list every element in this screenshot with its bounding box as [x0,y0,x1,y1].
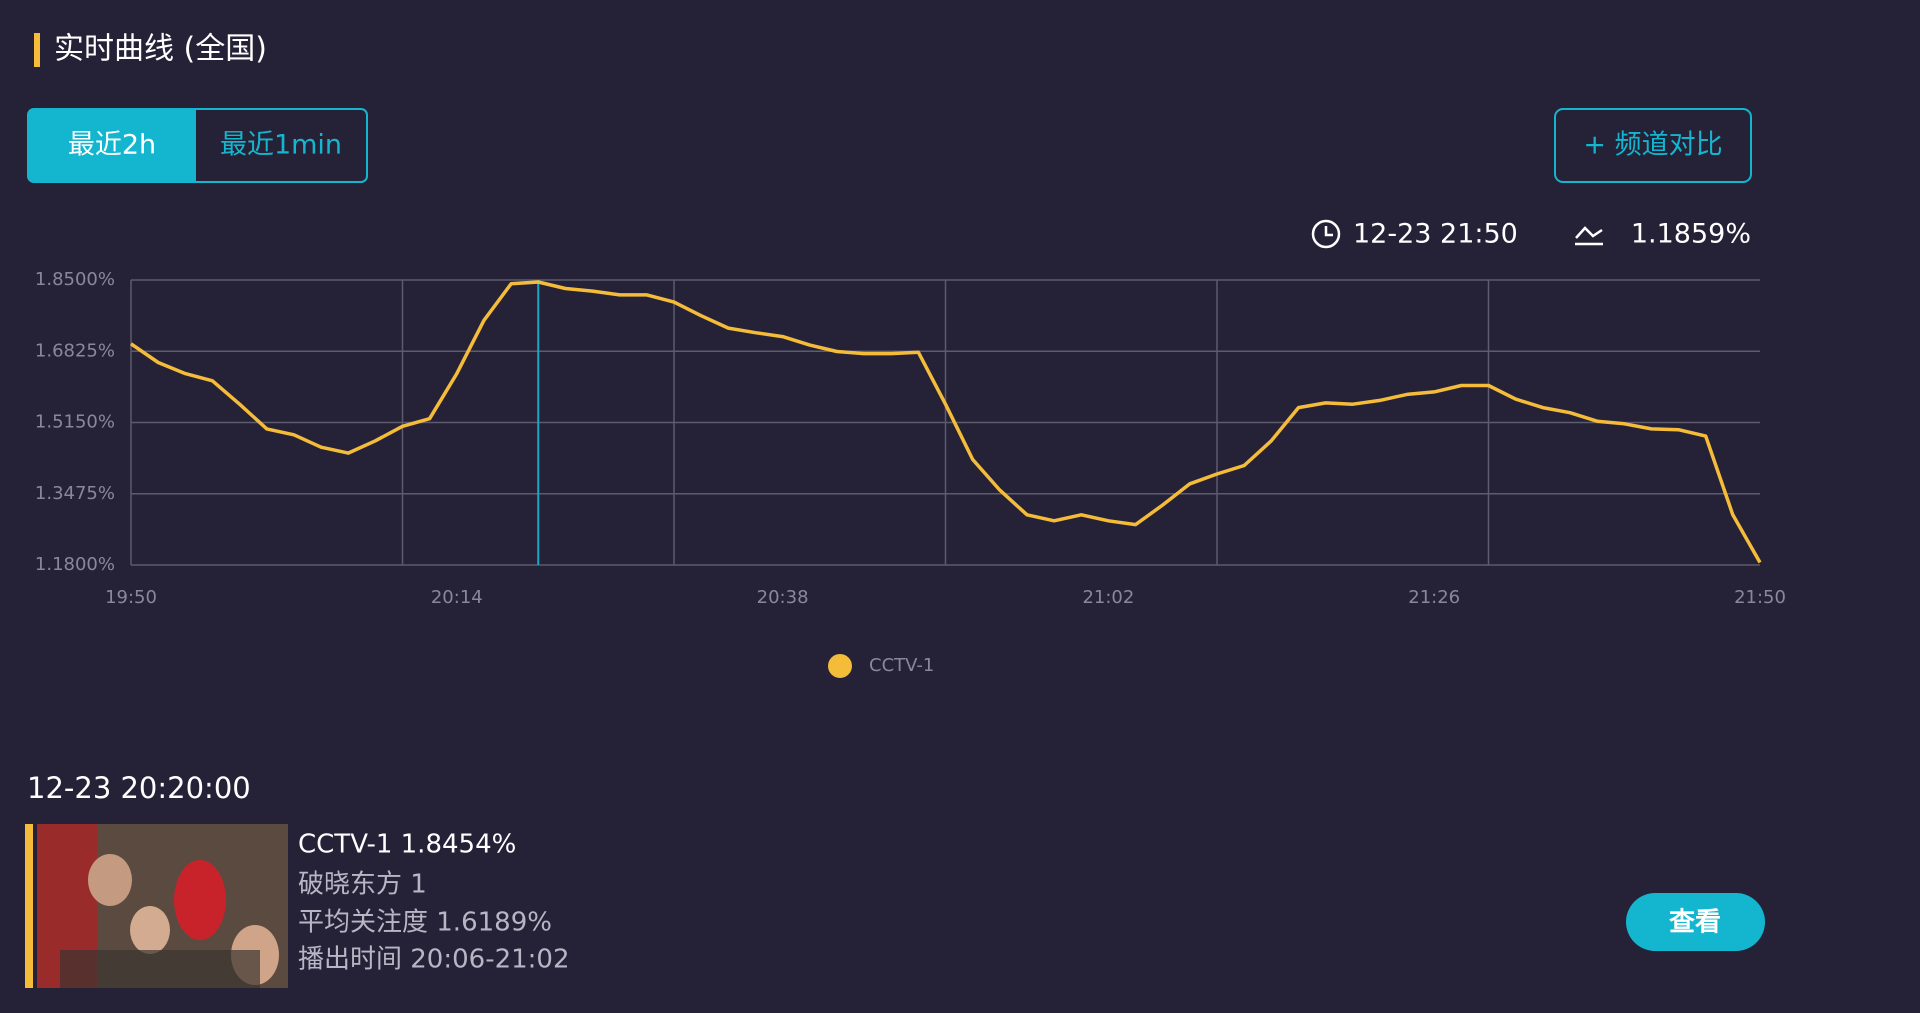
detail-time: 12-23 20:20:00 [27,771,251,805]
tab[interactable]: 最近1min [220,130,342,161]
legend-label: CCTV-1 [869,655,934,676]
status-time: 12-23 21:50 [1353,219,1518,250]
status-value: 1.1859% [1631,219,1751,250]
x-tick-label: 19:50 [105,587,157,608]
x-tick-label: 21:50 [1734,587,1786,608]
detail-average: 平均关注度 1.6189% [298,908,552,938]
thumbnail [37,824,288,988]
y-tick-label: 1.6825% [35,340,115,361]
detail-program: 破晓东方 1 [298,870,427,900]
title: 实时曲线 (全国) [54,32,267,67]
detail-accent [25,824,33,988]
compare-button[interactable] [1554,108,1752,183]
compare-label[interactable]: + 频道对比 [1583,130,1722,161]
title-accent [34,33,40,67]
y-tick-label: 1.5150% [35,412,115,433]
clock-icon [1311,219,1341,249]
detail-headline: CCTV-1 1.8454% [298,830,516,860]
view-label[interactable]: 查看 [1669,908,1721,938]
y-tick-label: 1.8500% [35,269,115,290]
trend-icon [1575,226,1603,246]
chart: 1.1800% 1.3475% 1.5150% 1.6825% 1.8500% 19:50… [35,269,1786,678]
tab[interactable]: 最近2h [68,130,156,161]
y-tick-label: 1.1800% [35,554,115,575]
legend-swatch [828,654,852,678]
x-tick-label: 21:26 [1408,587,1460,608]
series-line [130,280,1762,564]
x-tick-label: 20:14 [431,587,483,608]
view-button[interactable] [1626,893,1765,951]
x-tick-label: 21:02 [1082,587,1134,608]
tab-active-bg [28,109,196,182]
y-tick-label: 1.3475% [35,483,115,504]
detail-airtime: 播出时间 20:06-21:02 [298,945,570,975]
x-tick-label: 20:38 [757,587,809,608]
